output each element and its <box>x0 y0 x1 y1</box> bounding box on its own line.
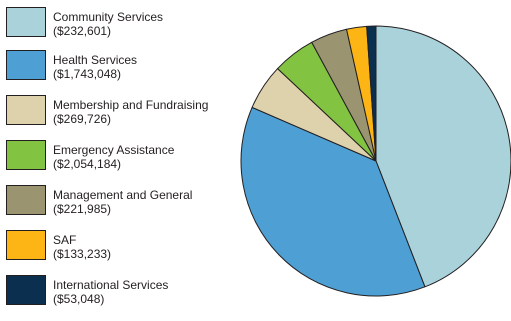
legend-swatch <box>6 50 46 80</box>
legend-value: ($53,048) <box>53 292 105 306</box>
legend-text: International Services ($53,048) <box>53 278 168 306</box>
legend-value: ($1,743,048) <box>53 67 122 81</box>
legend-value: ($221,985) <box>53 202 112 216</box>
legend-swatch <box>6 95 46 125</box>
legend-label: SAF <box>53 233 77 247</box>
pie-slice <box>240 106 426 297</box>
legend-text: Health Services ($1,743,048) <box>53 53 137 81</box>
legend-label: Emergency Assistance <box>53 143 175 157</box>
legend-swatch <box>6 7 46 37</box>
legend-value: ($269,726) <box>53 112 112 126</box>
legend-label: Membership and Fundraising <box>53 98 209 112</box>
legend-swatch <box>6 230 46 260</box>
legend-item: Membership and Fundraising ($269,726) <box>0 90 240 130</box>
legend-value: ($2,054,184) <box>53 157 122 171</box>
legend-text: Management and General ($221,985) <box>53 188 192 216</box>
legend-label: Management and General <box>53 188 193 202</box>
chart-legend: Community Services ($232,601) Health Servi… <box>0 0 240 321</box>
legend-label: Community Services <box>53 10 164 24</box>
legend-item: Management and General ($221,985) <box>0 180 240 220</box>
legend-swatch <box>6 185 46 215</box>
legend-text: Emergency Assistance ($2,054,184) <box>53 143 174 171</box>
legend-value: ($133,233) <box>53 247 112 261</box>
legend-swatch <box>6 275 46 305</box>
legend-text: SAF ($133,233) <box>53 233 111 261</box>
legend-label: Health Services <box>53 53 138 67</box>
legend-label: International Services <box>53 278 169 292</box>
legend-value: ($232,601) <box>53 24 112 38</box>
legend-text: Membership and Fundraising ($269,726) <box>53 98 208 126</box>
legend-item: Emergency Assistance ($2,054,184) <box>0 135 240 175</box>
legend-swatch <box>6 140 46 170</box>
pie-slice <box>366 25 377 162</box>
legend-text: Community Services ($232,601) <box>53 10 163 38</box>
legend-item: Health Services ($1,743,048) <box>0 45 240 85</box>
legend-item: International Services ($53,048) <box>0 270 240 310</box>
legend-item: SAF ($133,233) <box>0 225 240 265</box>
pie-slice <box>375 25 511 288</box>
legend-item: Community Services ($232,601) <box>0 2 240 42</box>
